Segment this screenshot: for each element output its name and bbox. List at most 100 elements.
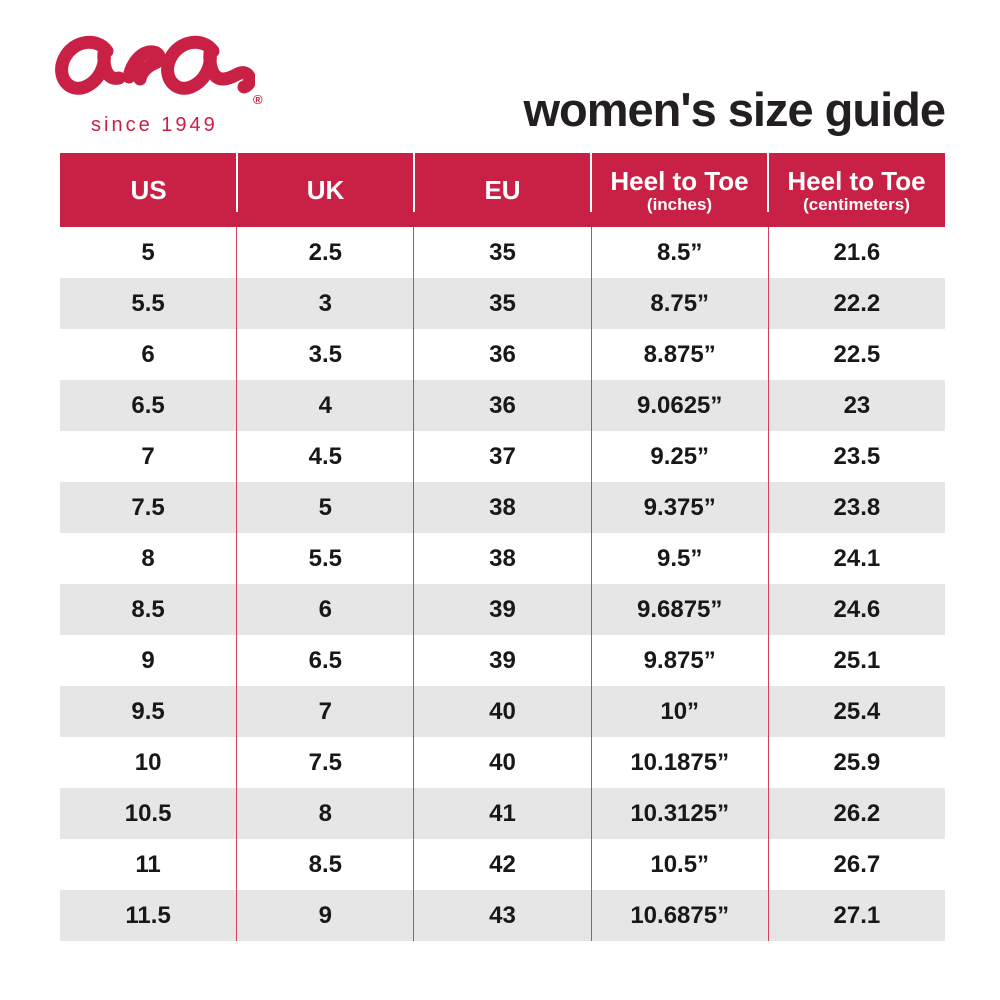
table-cell: 9.0625” — [590, 380, 768, 431]
column-header-heel-to-toe-inches: Heel to Toe (inches) — [590, 153, 768, 227]
table-cell: 23.5 — [767, 431, 945, 482]
table-cell: 6 — [236, 584, 413, 635]
page-title: women's size guide — [523, 83, 946, 136]
table-cell: 8.875” — [590, 329, 768, 380]
column-label: UK — [306, 175, 345, 205]
column-label: Heel to Toe — [610, 165, 749, 196]
ara-logo-icon — [55, 35, 255, 95]
table-row: 7.5 5 38 9.375” 23.8 — [60, 482, 945, 533]
table-cell: 40 — [413, 737, 590, 788]
column-header-us: US — [60, 153, 237, 227]
table-cell: 23 — [767, 380, 945, 431]
table-cell: 35 — [413, 227, 590, 278]
table-cell: 7 — [141, 442, 155, 470]
table-row: 5 2.5 35 8.5” 21.6 — [60, 227, 945, 278]
table-row: 8.5 6 39 9.6875” 24.6 — [60, 584, 945, 635]
table-cell: 9.25” — [590, 431, 768, 482]
table-cell: 7 — [236, 686, 413, 737]
column-label: EU — [484, 175, 521, 205]
table-cell: 9.875” — [590, 635, 768, 686]
table-row: 11 8.5 42 10.5” 26.7 — [60, 839, 945, 890]
table-cell: 38 — [413, 533, 590, 584]
table-cell: 39 — [413, 635, 590, 686]
column-header-eu: EU — [413, 153, 591, 227]
table-cell: 10.3125” — [590, 788, 768, 839]
table-cell: 36 — [413, 380, 590, 431]
table-row: 9 6.5 39 9.875” 25.1 — [60, 635, 945, 686]
table-cell: 9.5” — [590, 533, 768, 584]
column-header-uk: UK — [236, 153, 414, 227]
table-cell: 22.5 — [767, 329, 945, 380]
table-cell: 23.8 — [767, 482, 945, 533]
table-cell: 11.5 — [125, 901, 171, 929]
table-row: 8 5.5 38 9.5” 24.1 — [60, 533, 945, 584]
table-row: 10.5 8 41 10.3125” 26.2 — [60, 788, 945, 839]
table-cell: 8.5 — [236, 839, 413, 890]
table-cell: 27.1 — [767, 890, 945, 941]
table-cell: 8.5 — [131, 595, 165, 623]
table-row: 6.5 4 36 9.0625” 23 — [60, 380, 945, 431]
table-cell: 5 — [141, 238, 155, 266]
column-header-heel-to-toe-centimeters: Heel to Toe (centimeters) — [767, 153, 945, 227]
table-cell: 10.1875” — [590, 737, 768, 788]
table-cell: 24.1 — [767, 533, 945, 584]
table-cell: 5 — [236, 482, 413, 533]
table-cell: 10 — [134, 748, 162, 776]
registered-trademark-icon: ® — [253, 92, 263, 107]
table-cell: 9 — [236, 890, 413, 941]
table-cell: 5.5 — [236, 533, 413, 584]
table-cell: 25.4 — [767, 686, 945, 737]
table-cell: 37 — [413, 431, 590, 482]
table-cell: 7.5 — [236, 737, 413, 788]
table-cell: 35 — [413, 278, 590, 329]
table-cell: 3.5 — [236, 329, 413, 380]
table-cell: 11 — [135, 850, 161, 878]
table-cell: 21.6 — [767, 227, 945, 278]
table-cell: 10.5” — [590, 839, 768, 890]
table-cell: 6.5 — [131, 391, 165, 419]
table-cell: 9 — [141, 646, 155, 674]
table-cell: 6 — [141, 340, 155, 368]
size-table: US UK EU Heel to Toe (inches) Heel to Toe (cen… — [60, 153, 945, 941]
table-cell: 5.5 — [131, 289, 165, 317]
column-sublabel: (centimeters) — [803, 194, 910, 214]
table-row: 11.5 9 43 10.6875” 27.1 — [60, 890, 945, 941]
table-cell: 38 — [413, 482, 590, 533]
table-cell: 22.2 — [767, 278, 945, 329]
table-cell: 24.6 — [767, 584, 945, 635]
column-label: Heel to Toe — [787, 165, 926, 196]
table-cell: 9.375” — [590, 482, 768, 533]
table-cell: 39 — [413, 584, 590, 635]
table-cell: 10” — [590, 686, 768, 737]
table-cell: 25.9 — [767, 737, 945, 788]
brand-logo: ® since 1949 — [55, 28, 315, 148]
size-table-body: 5 2.5 35 8.5” 21.6 5.5 3 35 8.75” 22.2 6 3.5 36 8.875… — [60, 227, 945, 941]
table-cell: 2.5 — [236, 227, 413, 278]
table-cell: 8.75” — [590, 278, 768, 329]
table-cell: 4.5 — [236, 431, 413, 482]
table-row: 6 3.5 36 8.875” 22.5 — [60, 329, 945, 380]
page-header: ® since 1949 women's size guide — [0, 0, 1000, 153]
table-cell: 40 — [413, 686, 590, 737]
table-cell: 8.5” — [590, 227, 768, 278]
table-cell: 6.5 — [236, 635, 413, 686]
table-cell: 8 — [236, 788, 413, 839]
size-table-header: US UK EU Heel to Toe (inches) Heel to Toe (cen… — [60, 153, 945, 227]
table-row: 9.5 7 40 10” 25.4 — [60, 686, 945, 737]
table-cell: 9.5 — [131, 697, 165, 725]
table-cell: 42 — [413, 839, 590, 890]
table-cell: 10.5 — [124, 799, 172, 827]
table-cell: 43 — [413, 890, 590, 941]
table-cell: 9.6875” — [590, 584, 768, 635]
table-cell: 26.2 — [767, 788, 945, 839]
table-cell: 7.5 — [131, 493, 165, 521]
table-cell: 10.6875” — [590, 890, 768, 941]
table-row: 10 7.5 40 10.1875” 25.9 — [60, 737, 945, 788]
table-cell: 8 — [141, 544, 155, 572]
table-cell: 3 — [236, 278, 413, 329]
column-sublabel: (inches) — [646, 194, 713, 214]
brand-tagline: since 1949 — [91, 114, 218, 136]
table-cell: 36 — [413, 329, 590, 380]
table-cell: 41 — [413, 788, 590, 839]
